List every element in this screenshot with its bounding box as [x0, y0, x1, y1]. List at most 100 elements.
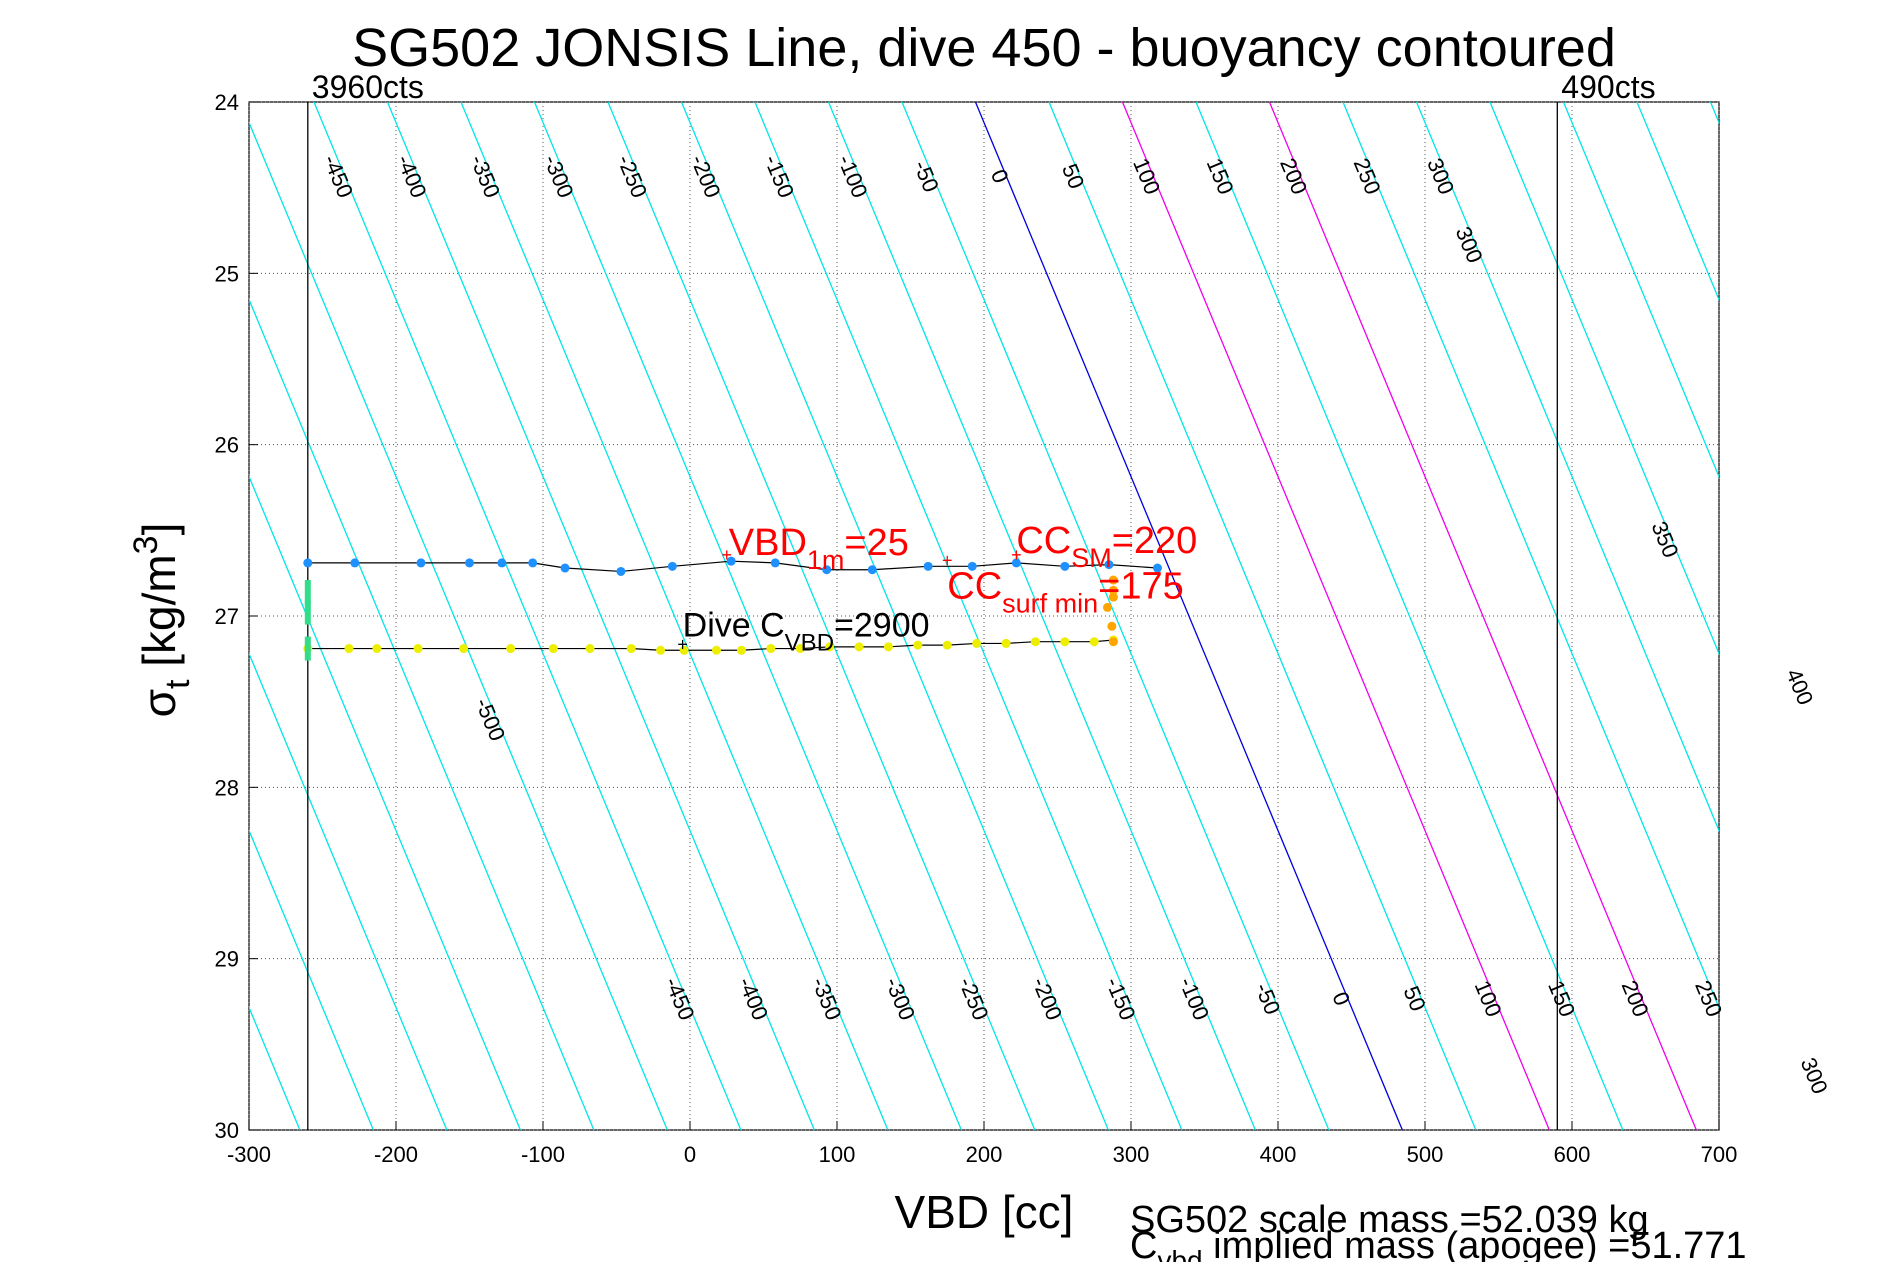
x-tick-label: 100 [819, 1142, 856, 1167]
data-point [1108, 637, 1118, 647]
contour-line [386, 102, 815, 1130]
annotation-value: =220 [1112, 520, 1198, 562]
y-tick-label: 30 [215, 1118, 239, 1143]
x-tick-label: 200 [966, 1142, 1003, 1167]
annotation-text: Dive C [683, 606, 785, 644]
data-point [548, 644, 558, 654]
data-point [726, 556, 736, 566]
contour-line [1489, 102, 1719, 656]
data-point [528, 558, 538, 568]
x-tick-label: 400 [1260, 1142, 1297, 1167]
contour-label: 400 [1781, 665, 1818, 708]
data-point [465, 558, 474, 568]
data-point [795, 644, 805, 654]
data-point [1060, 637, 1070, 647]
data-point [626, 644, 636, 654]
data-point [854, 642, 864, 652]
contour-line [754, 102, 1183, 1130]
data-point [1011, 558, 1021, 568]
annotation-marker: + [677, 634, 688, 654]
data-point [303, 558, 313, 568]
data-point [506, 644, 516, 654]
contour-line [533, 102, 962, 1130]
x-tick-label: -200 [374, 1142, 418, 1167]
data-point [350, 558, 360, 568]
annotation-marker: + [721, 545, 732, 565]
contour-line [1562, 102, 1719, 479]
dive-series [303, 556, 1162, 661]
contour-line [249, 828, 374, 1130]
contour-line [0, 102, 226, 1130]
annotation-value: =2900 [834, 606, 930, 644]
contour-line [313, 102, 742, 1130]
data-point [497, 558, 507, 568]
contour-line [974, 102, 1403, 1130]
start-marker [304, 636, 311, 661]
data-point [923, 561, 933, 571]
data-point [972, 638, 982, 648]
contour-line [1709, 102, 1719, 125]
contour-line [1048, 102, 1477, 1130]
x-axis-label: VBD [cc] [895, 1186, 1074, 1238]
annotation-label: Dive CVBD=2900 [683, 606, 930, 656]
data-point [867, 565, 877, 575]
contour-label: 300 [1796, 1054, 1833, 1097]
y-label-base: σ [133, 689, 185, 717]
contour-line [0, 102, 79, 1130]
annotation-sub: SM [1071, 543, 1112, 573]
annotation-text: CC [947, 565, 1002, 607]
contour-line [1195, 102, 1624, 1130]
x-tick-label: 700 [1701, 1142, 1738, 1167]
data-point [1108, 592, 1118, 602]
data-point [736, 645, 746, 655]
data-point [825, 642, 835, 652]
x-tick-label: 600 [1554, 1142, 1591, 1167]
contour-line [249, 651, 448, 1130]
implied-mass-note: Cvbd implied mass (apogee) =51.771 [1130, 1225, 1747, 1262]
y-label-rest: [kg/m [133, 554, 185, 679]
annotation-value: =175 [1098, 565, 1184, 607]
chart-title: SG502 JONSIS Line, dive 450 - buoyancy c… [352, 18, 1616, 78]
data-point [656, 645, 666, 655]
x-tick-label: -300 [227, 1142, 271, 1167]
y-tick-label: 25 [215, 261, 239, 286]
y-tick-label: 29 [215, 947, 239, 972]
contour-line [1857, 102, 1891, 1130]
annotation-value: =25 [844, 522, 908, 564]
data-point [667, 561, 677, 571]
contour-line [249, 120, 668, 1130]
y-tick-label: 27 [215, 604, 239, 629]
data-point [967, 561, 977, 571]
data-point [711, 645, 721, 655]
data-point [1102, 602, 1112, 612]
data-point [1089, 637, 1099, 647]
x-tick-label: 500 [1407, 1142, 1444, 1167]
x-tick-label: 0 [684, 1142, 696, 1167]
annotation-label: VBD1m=25 [729, 522, 909, 575]
start-marker [304, 600, 311, 625]
data-point [413, 644, 423, 654]
contour-line [1636, 102, 1719, 302]
contour-line [680, 102, 1109, 1130]
data-point [585, 644, 595, 654]
annotation-label: CCsurf min=175 [947, 565, 1184, 618]
annotation-marker: + [942, 550, 953, 570]
y-tick-label: 26 [215, 433, 239, 458]
x-axis-ticks: -300 -200 -100 0 100 200 300 400 500 600 700 [227, 1121, 1737, 1167]
implied-mass-sub: vbd [1157, 1245, 1202, 1262]
y-label-close: ] [133, 523, 185, 536]
data-point [679, 645, 689, 655]
data-point [770, 558, 780, 568]
y-axis-label: σt [kg/m3] [127, 523, 197, 718]
data-point [942, 640, 952, 650]
contour-line [1784, 102, 1891, 1130]
implied-mass-base: C [1130, 1225, 1157, 1262]
data-point [913, 640, 923, 650]
annotations: +VBD1m=25 +CCSM=220+CCsurf min=175+Dive C… [677, 520, 1197, 656]
contour-line [901, 102, 1330, 1130]
data-point [1060, 561, 1070, 571]
start-marker [304, 580, 311, 605]
data-point [1001, 638, 1011, 648]
data-point [822, 565, 832, 575]
contour-line [1121, 102, 1550, 1130]
